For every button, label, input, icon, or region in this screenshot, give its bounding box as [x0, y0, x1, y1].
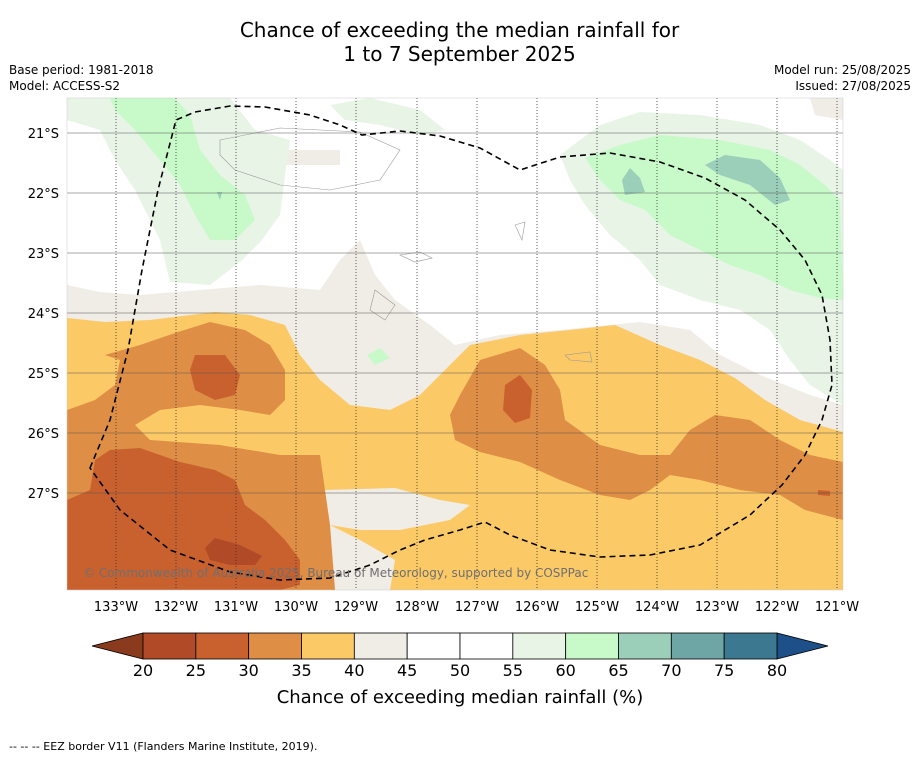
lon-label: 123°W — [695, 600, 739, 615]
meta-right: Model run: 25/08/2025 Issued: 27/08/2025 — [774, 62, 911, 94]
lat-label: 21°S — [28, 127, 59, 142]
lon-labels: 133°W 132°W 131°W 130°W 129°W 128°W 127°… — [94, 600, 859, 615]
contour-lines — [219, 127, 593, 363]
model-name: Model: ACCESS-S2 — [9, 79, 121, 93]
colorbar-tick-label: 25 — [186, 661, 206, 680]
base-period: Base period: 1981-2018 — [9, 63, 154, 77]
teal-spot-2 — [622, 168, 645, 195]
lon-label: 131°W — [214, 600, 258, 615]
colorbar-under-arrow — [91, 632, 144, 660]
lon-label: 133°W — [94, 600, 138, 615]
colorbar-segment — [353, 632, 408, 660]
lon-label: 126°W — [515, 600, 559, 615]
colorbar-tick-label: 55 — [503, 661, 523, 680]
dark-orange-spot-1 — [190, 355, 240, 400]
map-title: Chance of exceeding the median rainfall … — [0, 18, 919, 66]
lon-label: 130°W — [274, 600, 318, 615]
colorbar-segment — [565, 632, 619, 660]
colorbar-over-arrow — [776, 632, 829, 660]
colorbar-tick-label: 30 — [238, 661, 258, 680]
teal-spot-1 — [705, 155, 790, 205]
issued-date: Issued: 27/08/2025 — [795, 79, 911, 93]
teal-spot-3 — [217, 192, 222, 200]
title-line-2: 1 to 7 September 2025 — [343, 42, 576, 66]
pale-green-top — [330, 98, 445, 135]
lat-label: 25°S — [28, 367, 59, 382]
colorbar-tick-label: 50 — [450, 661, 470, 680]
lat-label: 27°S — [28, 487, 59, 502]
colorbar-segment — [670, 632, 725, 660]
lat-gridlines — [67, 132, 843, 494]
colorbar-tick-label: 80 — [767, 661, 787, 680]
footnote: -- -- -- EEZ border V11 (Flanders Marine… — [9, 740, 318, 753]
beige-patch-corner — [810, 98, 843, 120]
lat-label: 23°S — [28, 247, 59, 262]
colorbar-tick-label: 75 — [714, 661, 734, 680]
lon-label: 125°W — [575, 600, 619, 615]
lon-label: 132°W — [154, 600, 198, 615]
colorbar-segment — [723, 632, 778, 660]
lat-label: 22°S — [28, 187, 59, 202]
colorbar-tick-label: 20 — [133, 661, 153, 680]
map-frame — [66, 97, 844, 591]
map-panel: © Commonwealth of Australia 2025, Bureau… — [67, 98, 843, 590]
colorbar-segments — [142, 632, 778, 660]
lon-label: 121°W — [815, 600, 859, 615]
colorbar-tick-label: 60 — [555, 661, 575, 680]
lon-label: 129°W — [334, 600, 378, 615]
lat-label: 24°S — [28, 307, 59, 322]
colorbar-segment — [248, 632, 302, 660]
colorbar-segment — [459, 632, 514, 660]
colorbar-tick-label: 35 — [291, 661, 311, 680]
colorbar-segment — [195, 632, 250, 660]
green-west — [110, 98, 255, 240]
colorbar-segment — [142, 632, 197, 660]
colorbar-tick-label: 40 — [344, 661, 364, 680]
lon-label: 124°W — [635, 600, 679, 615]
colorbar-segment — [618, 632, 672, 660]
lat-labels: 21°S 22°S 23°S 24°S 25°S 26°S 27°S — [28, 127, 59, 502]
colorbar-segment — [512, 632, 567, 660]
lon-gridlines — [115, 98, 838, 590]
eez-border — [89, 105, 833, 581]
colorbar-tick-label: 65 — [608, 661, 628, 680]
white-hole — [325, 488, 470, 530]
darkest-orange-patch — [205, 538, 262, 565]
lon-label: 128°W — [395, 600, 439, 615]
green-spot-small — [367, 348, 390, 365]
lat-label: 26°S — [28, 427, 59, 442]
model-run: Model run: 25/08/2025 — [773, 63, 911, 77]
lon-label: 127°W — [455, 600, 499, 615]
colorbar: 20 25 30 35 40 45 50 55 60 65 70 75 80 Chance of exc… — [91, 632, 829, 708]
copyright-text: © Commonwealth of Australia 2025, Bureau… — [83, 566, 588, 580]
colorbar-label: Chance of exceeding median rainfall (%) — [277, 687, 644, 708]
colorbar-tick-label: 45 — [397, 661, 417, 680]
meta-left: Base period: 1981-2018 Model: ACCESS-S2 — [9, 62, 154, 94]
colorbar-segment — [301, 632, 355, 660]
map-figure: © Commonwealth of Australia 2025, Bureau… — [28, 97, 859, 708]
colorbar-ticks: 20 25 30 35 40 45 50 55 60 65 70 75 80 — [133, 661, 787, 680]
colorbar-segment — [406, 632, 461, 660]
dark-orange-spot-2 — [503, 375, 532, 423]
orange-region-central — [450, 348, 843, 520]
green-east — [585, 135, 843, 300]
colorbar-tick-label: 70 — [661, 661, 681, 680]
title-line-1: Chance of exceeding the median rainfall … — [239, 18, 680, 42]
lon-label: 122°W — [755, 600, 799, 615]
